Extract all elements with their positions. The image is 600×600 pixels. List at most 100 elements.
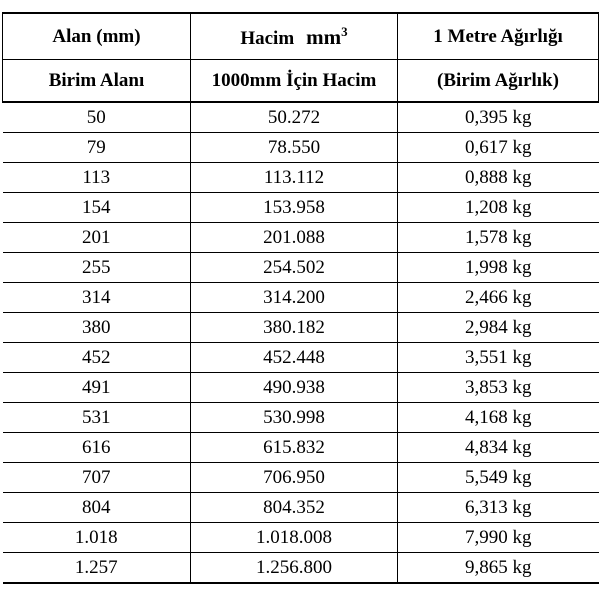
data-cell: 7,990 kg [397, 522, 599, 553]
header-cell: Hacim mm3 [190, 12, 398, 60]
header-cell: 1000mm İçin Hacim [190, 59, 398, 103]
data-row: 380 380.182 2,984 kg [2, 312, 599, 343]
cell-text: 490.938 [263, 376, 325, 398]
data-row: 804 804.352 6,313 kg [2, 492, 599, 523]
header-text: Birim Alanı [48, 69, 145, 91]
cell-text: 1,208 kg [465, 196, 532, 218]
cell-text: 78.550 [267, 136, 321, 158]
data-cell: 452 [2, 342, 191, 373]
data-cell: 314.200 [190, 282, 398, 313]
data-row: 707 706.950 5,549 kg [2, 462, 599, 493]
header-cell: Alan (mm) [2, 12, 191, 60]
data-cell: 804.352 [190, 492, 398, 523]
data-cell: 0,617 kg [397, 132, 599, 163]
cell-text: 50 [86, 106, 106, 128]
cell-text: 254.502 [263, 256, 325, 278]
data-cell: 380 [2, 312, 191, 343]
data-cell: 0,395 kg [397, 101, 599, 133]
cell-text: 804 [82, 496, 111, 518]
data-cell: 5,549 kg [397, 462, 599, 493]
header-text: (Birim Ağırlık) [437, 69, 559, 91]
cell-text: 113.112 [263, 166, 325, 188]
data-cell: 50.272 [190, 101, 398, 133]
cell-text: 6,313 kg [465, 496, 532, 518]
header-cell: 1 Metre Ağırlığı [397, 12, 599, 60]
cell-text: 3,551 kg [465, 346, 532, 368]
table-body: Alan (mm) Hacim mm3 1 Metre Ağırlığı Birim A… [2, 12, 599, 584]
data-cell: 1.018.008 [190, 522, 398, 553]
cell-text: 9,865 kg [465, 556, 532, 578]
data-row: 314 314.200 2,466 kg [2, 282, 599, 313]
data-row: 1.018 1.018.008 7,990 kg [2, 522, 599, 553]
cell-text: 707 [82, 466, 111, 488]
data-cell: 804 [2, 492, 191, 523]
header-text: 1000mm İçin Hacim [211, 69, 377, 91]
cell-text: 1,998 kg [465, 256, 532, 278]
cell-text: 531 [82, 406, 111, 428]
data-cell: 2,466 kg [397, 282, 599, 313]
header-exponent: 3 [341, 23, 348, 39]
data-row: 1.257 1.256.800 9,865 kg [2, 552, 599, 584]
cell-text: 4,834 kg [465, 436, 532, 458]
data-cell: 201 [2, 222, 191, 253]
data-cell: 1,998 kg [397, 252, 599, 283]
data-cell: 380.182 [190, 312, 398, 343]
data-cell: 201.088 [190, 222, 398, 253]
data-cell: 78.550 [190, 132, 398, 163]
data-cell: 706.950 [190, 462, 398, 493]
cell-text: 452.448 [263, 346, 325, 368]
cell-text: 201.088 [263, 226, 325, 248]
data-cell: 490.938 [190, 372, 398, 403]
cell-text: 804.352 [263, 496, 325, 518]
data-cell: 254.502 [190, 252, 398, 283]
cell-text: 380 [82, 316, 111, 338]
header-text: Alan (mm) [52, 25, 141, 47]
cell-text: 0,617 kg [465, 136, 532, 158]
data-cell: 615.832 [190, 432, 398, 463]
cell-text: 0,395 kg [465, 106, 532, 128]
data-row: 491 490.938 3,853 kg [2, 372, 599, 403]
data-cell: 1.256.800 [190, 552, 398, 584]
cell-text: 201 [82, 226, 111, 248]
data-cell: 1.257 [2, 552, 191, 584]
data-row: 201 201.088 1,578 kg [2, 222, 599, 253]
data-cell: 113.112 [190, 162, 398, 193]
cell-text: 1.018 [74, 526, 118, 548]
cell-text: 615.832 [263, 436, 325, 458]
cell-text: 50.272 [267, 106, 321, 128]
data-cell: 6,313 kg [397, 492, 599, 523]
header-text: 1 Metre Ağırlığı [433, 25, 563, 47]
data-row: 255 254.502 1,998 kg [2, 252, 599, 283]
data-cell: 1,578 kg [397, 222, 599, 253]
cell-text: 154 [82, 196, 111, 218]
header-text: Hacim [240, 27, 295, 49]
cell-text: 1,578 kg [465, 226, 532, 248]
cell-text: 452 [82, 346, 111, 368]
data-cell: 531 [2, 402, 191, 433]
data-cell: 452.448 [190, 342, 398, 373]
cell-text: 491 [82, 376, 111, 398]
header-cell: Birim Alanı [2, 59, 191, 103]
data-cell: 79 [2, 132, 191, 163]
cell-text: 7,990 kg [465, 526, 532, 548]
cell-text: 3,853 kg [465, 376, 532, 398]
data-cell: 1.018 [2, 522, 191, 553]
cell-text: 314.200 [263, 286, 325, 308]
cell-text: 616 [82, 436, 111, 458]
cell-text: 380.182 [263, 316, 325, 338]
weight-table: Alan (mm) Hacim mm3 1 Metre Ağırlığı Birim A… [2, 12, 599, 584]
data-cell: 113 [2, 162, 191, 193]
header-unit: mm [306, 24, 342, 49]
data-cell: 50 [2, 101, 191, 133]
cell-text: 314 [82, 286, 111, 308]
data-row: 616 615.832 4,834 kg [2, 432, 599, 463]
data-cell: 1,208 kg [397, 192, 599, 223]
cell-text: 255 [82, 256, 111, 278]
cell-text: 153.958 [263, 196, 325, 218]
data-row: 113 113.112 0,888 kg [2, 162, 599, 193]
data-row: 154 153.958 1,208 kg [2, 192, 599, 223]
data-cell: 153.958 [190, 192, 398, 223]
data-cell: 491 [2, 372, 191, 403]
cell-text: 0,888 kg [465, 166, 532, 188]
cell-text: 4,168 kg [465, 406, 532, 428]
